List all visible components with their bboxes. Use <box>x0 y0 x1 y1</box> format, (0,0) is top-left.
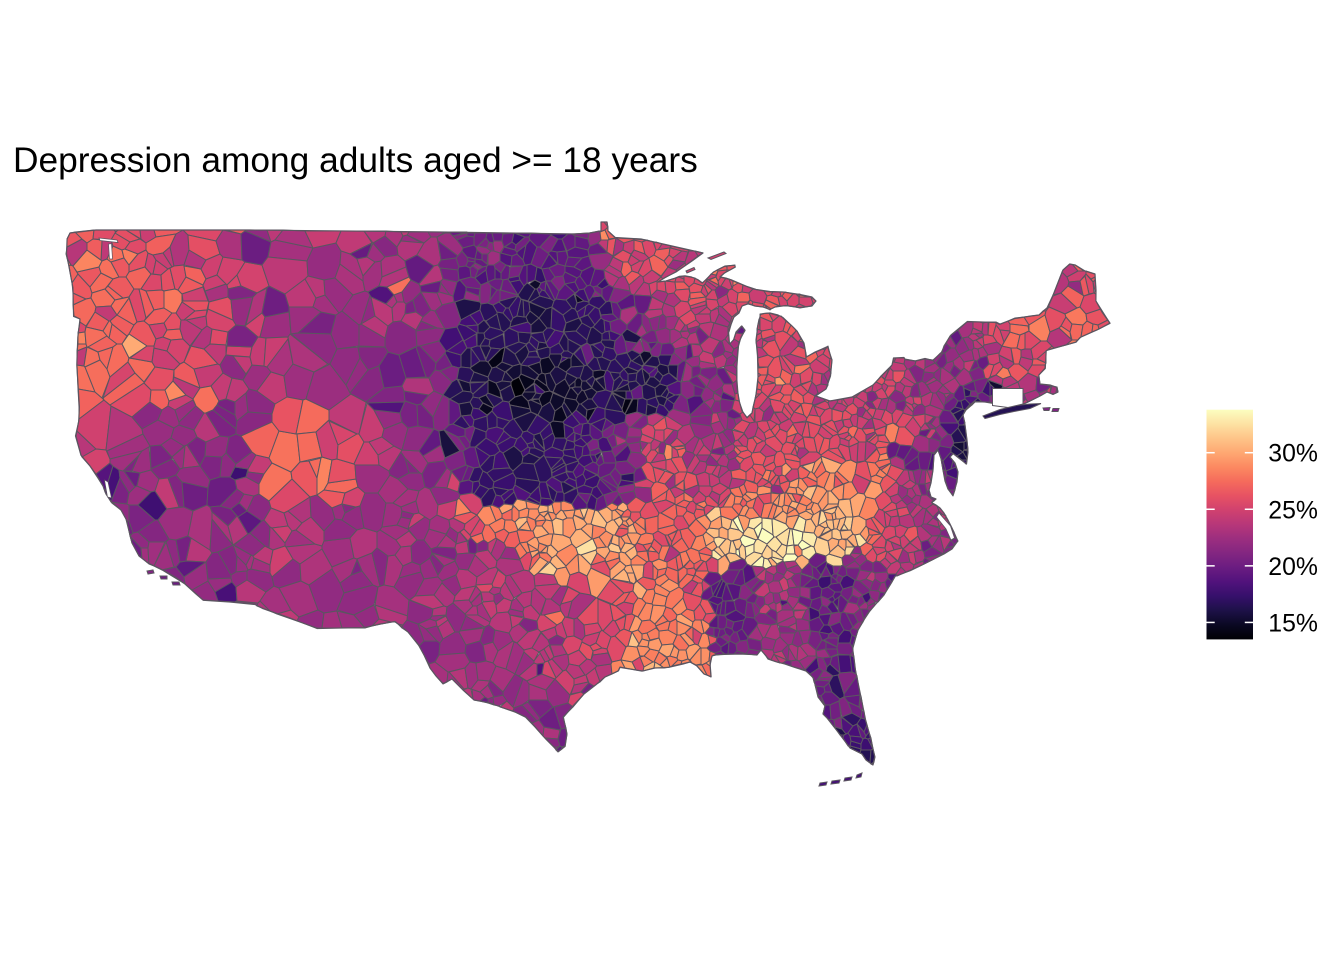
svg-text:20%: 20% <box>1268 554 1318 581</box>
svg-text:15%: 15% <box>1268 610 1318 637</box>
svg-text:25%: 25% <box>1268 497 1318 524</box>
svg-text:30%: 30% <box>1268 441 1318 468</box>
